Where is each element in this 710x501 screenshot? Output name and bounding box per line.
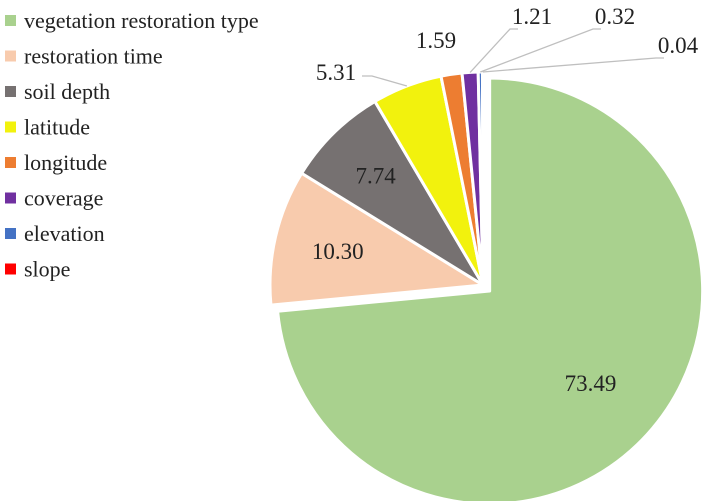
- data-label-latitude: 5.31: [316, 60, 356, 85]
- pie-slices: [268, 70, 705, 501]
- legend-swatch-elevation: [5, 228, 16, 239]
- legend-label-coverage: coverage: [24, 186, 103, 211]
- legend-swatch-soil-depth: [5, 86, 16, 97]
- data-label-coverage: 1.21: [512, 4, 552, 29]
- legend-label-latitude: latitude: [24, 115, 90, 140]
- slice-slope: [480, 70, 485, 287]
- legend-swatch-coverage: [5, 192, 16, 204]
- leader-line-slope: [482, 57, 664, 73]
- data-label-restoration-time: 10.30: [312, 239, 364, 264]
- slice-vegetation-restoration-type: [276, 76, 705, 501]
- leader-lines: [362, 28, 664, 87]
- legend-swatch-vegetation-restoration-type: [5, 15, 16, 26]
- data-label-slope: 0.04: [658, 33, 699, 58]
- leader-line-coverage: [469, 28, 518, 73]
- data-label-vegetation-restoration-type: 73.49: [565, 371, 617, 396]
- legend-swatch-restoration-time: [5, 50, 16, 62]
- legend-label-restoration-time: restoration time: [24, 44, 163, 69]
- legend-label-vegetation-restoration-type: vegetation restoration type: [24, 8, 259, 33]
- data-label-longitude: 1.59: [416, 28, 456, 53]
- legend-swatch-latitude: [5, 121, 16, 133]
- legend-label-slope: slope: [24, 257, 70, 282]
- legend-label-elevation: elevation: [24, 221, 105, 246]
- leader-line-elevation: [480, 28, 601, 73]
- data-label-elevation: 0.32: [595, 4, 635, 29]
- legend-label-soil-depth: soil depth: [24, 79, 110, 104]
- legend-swatch-slope: [5, 263, 16, 275]
- legend-label-longitude: longitude: [24, 150, 107, 175]
- legend-swatch-longitude: [5, 157, 16, 168]
- slice-restoration-time: [268, 171, 485, 307]
- leader-line-latitude: [362, 75, 408, 87]
- slice-soil-depth: [300, 99, 485, 287]
- data-label-soil-depth: 7.74: [356, 163, 397, 188]
- legend: vegetation restoration type restoration t…: [5, 8, 259, 282]
- data-labels: 73.49 10.30 7.74 5.31 1.59 1.21 0.32 0.04: [312, 4, 699, 396]
